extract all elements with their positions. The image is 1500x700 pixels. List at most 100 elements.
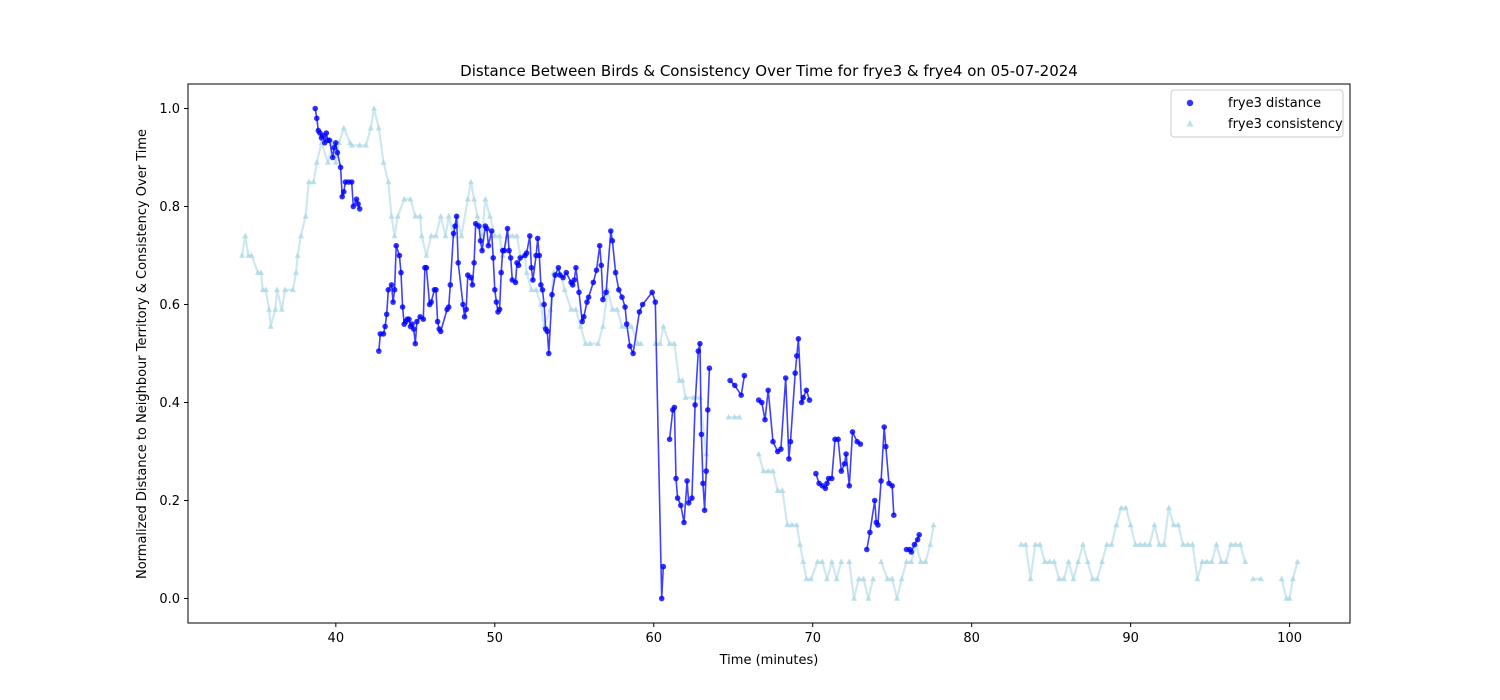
data-point-distance: [355, 201, 361, 207]
data-point-consistency: [1180, 541, 1187, 547]
data-point-consistency: [496, 232, 503, 239]
data-point-consistency: [1199, 558, 1206, 564]
data-point-distance: [490, 255, 497, 261]
data-point-distance: [619, 294, 625, 301]
data-point-consistency: [582, 340, 589, 346]
data-point-distance: [479, 247, 485, 254]
data-point-distance: [627, 343, 633, 349]
data-point-consistency: [770, 467, 776, 474]
data-point-consistency: [380, 159, 387, 165]
data-point-distance: [660, 563, 667, 570]
data-point-consistency: [1051, 558, 1058, 564]
data-point-consistency: [572, 306, 579, 312]
data-point-distance: [339, 193, 346, 200]
legend-label-distance: frye3 distance: [1228, 96, 1321, 111]
data-point-distance: [778, 446, 784, 452]
data-point-consistency: [1223, 558, 1229, 564]
data-point-distance: [681, 519, 687, 526]
data-point-consistency: [784, 521, 791, 528]
data-point-distance: [388, 282, 395, 288]
data-point-consistency: [385, 178, 392, 185]
data-point-consistency: [407, 195, 414, 202]
data-point-consistency: [258, 269, 265, 275]
data-point-distance: [549, 291, 555, 298]
data-point-consistency: [779, 487, 786, 493]
data-point-distance: [914, 536, 921, 543]
data-point-consistency: [1113, 521, 1120, 528]
data-point-consistency: [1194, 575, 1201, 582]
data-point-distance: [530, 277, 536, 283]
data-point-consistency: [838, 558, 845, 564]
data-point-distance: [453, 213, 460, 220]
data-point-consistency: [725, 413, 732, 420]
data-point-distance: [455, 260, 462, 266]
data-point-consistency: [1227, 541, 1234, 547]
y-tick-label: 0.4: [159, 396, 180, 411]
data-point-consistency: [310, 178, 317, 185]
data-point-consistency: [855, 575, 862, 582]
data-point-distance: [501, 247, 508, 254]
data-point-consistency: [1132, 541, 1139, 547]
legend-marker-distance: [1186, 99, 1194, 107]
x-tick-label: 70: [804, 631, 821, 646]
data-point-distance: [423, 264, 430, 271]
data-point-distance: [824, 480, 830, 487]
data-point-distance: [579, 318, 585, 325]
data-point-consistency: [595, 340, 602, 346]
data-point-consistency: [1027, 575, 1034, 582]
data-point-consistency: [800, 558, 807, 564]
data-point-consistency: [927, 541, 934, 547]
data-point-distance: [658, 595, 665, 602]
data-point-consistency: [266, 306, 273, 312]
data-point-consistency: [1060, 575, 1067, 582]
data-point-distance: [590, 279, 597, 286]
data-point-consistency: [418, 232, 425, 239]
data-point-distance: [685, 500, 692, 506]
data-point-consistency: [819, 558, 826, 564]
data-point-distance: [493, 299, 500, 305]
data-point-consistency: [671, 340, 678, 346]
data-point-consistency: [305, 178, 312, 185]
x-tick-label: 90: [1122, 631, 1139, 646]
data-point-consistency: [1286, 595, 1293, 601]
data-point-consistency: [282, 286, 288, 293]
data-point-consistency: [1141, 541, 1148, 547]
data-point-consistency: [682, 394, 689, 400]
y-axis-label: Normalized Distance to Neighbour Territo…: [135, 129, 150, 579]
data-point-consistency: [1099, 558, 1105, 564]
data-point-distance: [437, 328, 444, 335]
data-point-consistency: [239, 252, 245, 258]
series-line-consistency: [848, 561, 875, 600]
data-point-distance: [698, 431, 705, 438]
data-point-consistency: [371, 105, 377, 111]
data-point-distance: [476, 223, 482, 229]
data-point-consistency: [930, 521, 937, 528]
data-point-consistency: [865, 595, 872, 601]
data-point-consistency: [1203, 558, 1210, 564]
legend-marker-consistency: [1186, 120, 1194, 127]
series-line-distance: [729, 375, 746, 397]
legend: frye3 distance frye3 consistency: [1170, 89, 1344, 138]
y-tick-label: 0.0: [159, 592, 180, 607]
series-line-consistency: [1021, 506, 1247, 581]
x-tick-label: 60: [645, 631, 662, 646]
data-point-consistency: [851, 595, 857, 601]
data-point-distance: [504, 225, 511, 232]
data-point-distance: [496, 306, 503, 313]
data-point-distance: [515, 262, 522, 269]
x-axis-label: Time (minutes): [719, 653, 819, 668]
series-consistency: [239, 105, 1301, 601]
data-point-distance: [469, 282, 476, 288]
data-point-consistency: [437, 213, 444, 219]
data-point-consistency: [679, 377, 686, 383]
data-point-distance: [822, 485, 829, 492]
data-point-consistency: [356, 141, 363, 148]
data-point-distance: [846, 483, 853, 489]
data-point-consistency: [274, 286, 280, 293]
data-point-distance: [803, 387, 810, 394]
data-point-distance: [765, 387, 771, 394]
data-point-consistency: [340, 124, 347, 131]
data-point-distance: [477, 238, 484, 244]
data-point-consistency: [388, 213, 395, 219]
data-point-distance: [506, 247, 512, 254]
